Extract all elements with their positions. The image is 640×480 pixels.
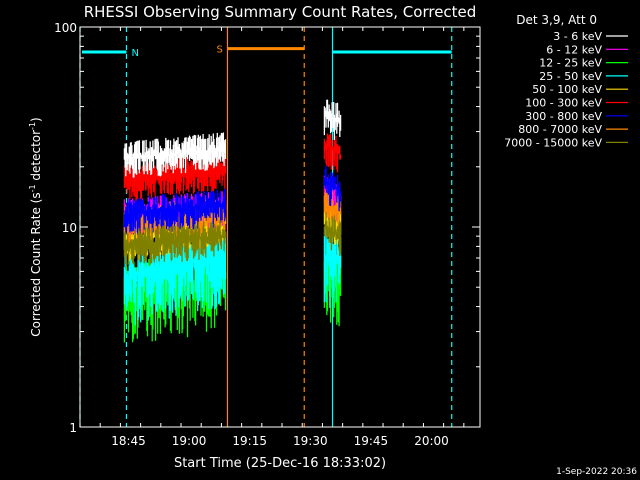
x-tick-label: 18:45	[111, 434, 146, 448]
x-axis-label: Start Time (25-Dec-16 18:33:02)	[174, 456, 386, 471]
legend-entry-3: 25 - 50 keV	[539, 70, 602, 83]
x-tick-label: 19:45	[354, 434, 389, 448]
series-6	[123, 165, 342, 235]
legend-entry-5: 100 - 300 keV	[525, 97, 602, 110]
series-0-seg2	[323, 99, 342, 140]
series-6-seg1	[123, 188, 227, 235]
series-0-seg1	[123, 132, 227, 178]
y-axis-label: Corrected Count Rate (s-1 detector-1)	[28, 117, 43, 336]
x-tick-label: 19:00	[172, 434, 207, 448]
chart-title: RHESSI Observing Summary Count Rates, Co…	[84, 3, 477, 21]
series-3-seg1	[123, 224, 227, 326]
y-axis-label-sup2: -1	[28, 122, 37, 130]
series-3-seg2	[323, 225, 342, 308]
saa-label: S	[216, 45, 222, 56]
y-axis-label-mid: detector	[29, 130, 43, 185]
y-axis: 1 10 100	[54, 21, 480, 435]
x-tick-label: 19:15	[232, 434, 267, 448]
night-label: N	[131, 48, 138, 59]
y-tick-label: 100	[54, 21, 77, 35]
legend-entry-0: 3 - 6 keV	[553, 30, 602, 43]
legend-entry-2: 12 - 25 keV	[539, 57, 602, 70]
series-8-seg2	[323, 212, 342, 256]
legend-entry-7: 800 - 7000 keV	[518, 123, 602, 136]
series-0	[123, 99, 342, 178]
series-8	[123, 212, 342, 267]
footer-date: 1-Sep-2022 20:36	[556, 467, 637, 477]
series-6-seg2	[323, 165, 342, 212]
y-axis-label-main: Corrected Count Rate (s	[29, 192, 43, 336]
legend-entry-6: 300 - 800 keV	[525, 110, 602, 123]
y-tick-label: 10	[62, 221, 77, 235]
x-axis: 18:45 19:00 19:15 19:30 19:45 20:00	[79, 27, 465, 448]
y-axis-label-end: )	[29, 117, 43, 122]
legend-title: Det 3,9, Att 0	[516, 13, 597, 27]
series-8-seg1	[123, 220, 227, 267]
series-5-seg1	[123, 152, 227, 201]
y-tick-label: 1	[69, 421, 77, 435]
x-tick-label: 20:00	[414, 434, 449, 448]
legend-entry-8: 7000 - 15000 keV	[504, 136, 602, 149]
legend-entry-4: 50 - 100 keV	[532, 83, 602, 96]
series-3	[123, 224, 342, 326]
y-axis-label-sup1: -1	[28, 184, 37, 192]
x-tick-label: 19:30	[293, 434, 328, 448]
series-5-seg2	[323, 133, 342, 173]
series-5	[123, 133, 342, 201]
legend-entry-1: 6 - 12 keV	[546, 43, 602, 56]
